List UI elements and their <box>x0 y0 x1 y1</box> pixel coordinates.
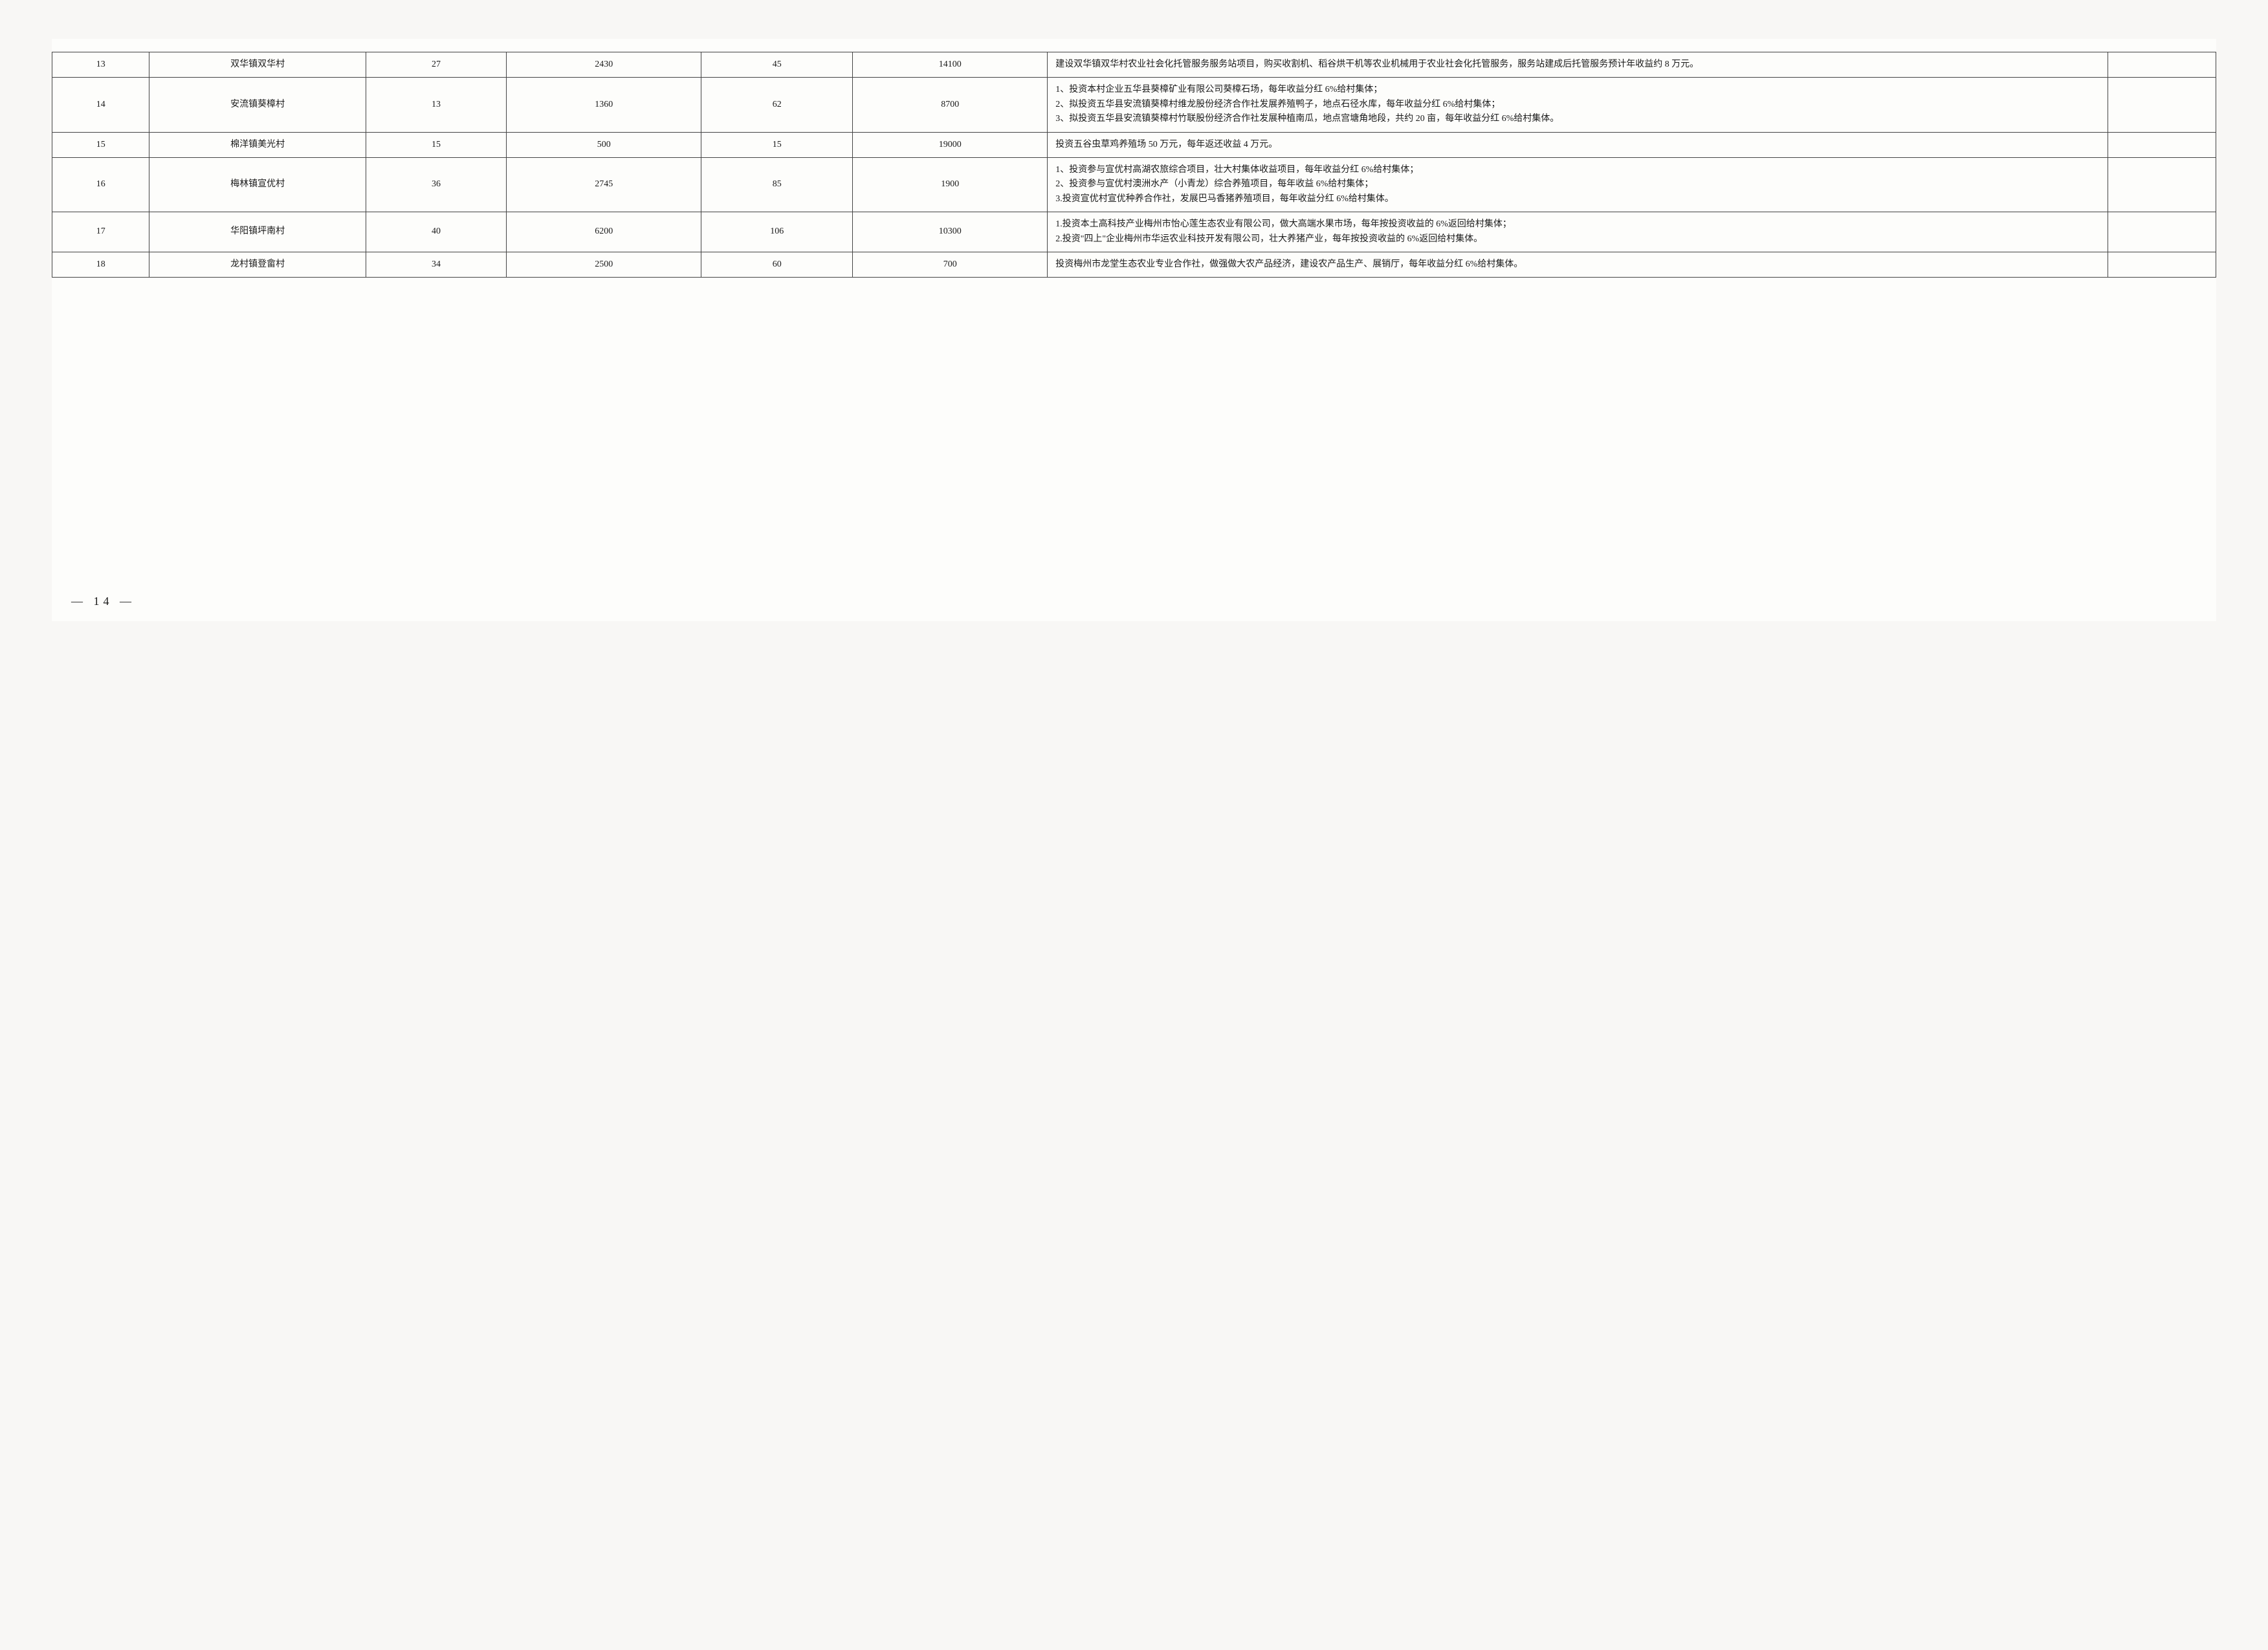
table-body: 13双华镇双华村2724304514100建设双华镇双华村农业社会化托管服务服务… <box>52 52 2216 278</box>
cell-c4: 1900 <box>853 157 1048 212</box>
cell-desc: 建设双华镇双华村农业社会化托管服务服务站项目，购买收割机、稻谷烘干机等农业机械用… <box>1048 52 2108 78</box>
cell-name: 龙村镇登畲村 <box>149 252 366 277</box>
cell-c1: 13 <box>366 78 506 132</box>
page-number: — 14 — <box>71 595 135 608</box>
cell-last <box>2108 78 2216 132</box>
cell-idx: 18 <box>52 252 149 277</box>
cell-name: 华阳镇坪南村 <box>149 212 366 252</box>
cell-c1: 36 <box>366 157 506 212</box>
cell-idx: 15 <box>52 132 149 157</box>
cell-c3: 106 <box>701 212 853 252</box>
cell-c1: 27 <box>366 52 506 78</box>
cell-c4: 19000 <box>853 132 1048 157</box>
table-row: 15棉洋镇美光村155001519000投资五谷虫草鸡养殖场 50 万元，每年返… <box>52 132 2216 157</box>
cell-c3: 45 <box>701 52 853 78</box>
cell-desc: 投资梅州市龙堂生态农业专业合作社，做强做大农产品经济，建设农产品生产、展销厅，每… <box>1048 252 2108 277</box>
cell-last <box>2108 52 2216 78</box>
cell-c2: 500 <box>507 132 701 157</box>
cell-idx: 14 <box>52 78 149 132</box>
cell-name: 棉洋镇美光村 <box>149 132 366 157</box>
cell-c1: 34 <box>366 252 506 277</box>
table-row: 13双华镇双华村2724304514100建设双华镇双华村农业社会化托管服务服务… <box>52 52 2216 78</box>
cell-c2: 2745 <box>507 157 701 212</box>
cell-c3: 15 <box>701 132 853 157</box>
cell-c4: 10300 <box>853 212 1048 252</box>
cell-c2: 2430 <box>507 52 701 78</box>
cell-desc: 投资五谷虫草鸡养殖场 50 万元，每年返还收益 4 万元。 <box>1048 132 2108 157</box>
cell-c3: 85 <box>701 157 853 212</box>
cell-name: 安流镇葵樟村 <box>149 78 366 132</box>
cell-last <box>2108 252 2216 277</box>
cell-idx: 13 <box>52 52 149 78</box>
cell-idx: 16 <box>52 157 149 212</box>
cell-c4: 14100 <box>853 52 1048 78</box>
table-row: 17华阳镇坪南村406200106103001.投资本土高科技产业梅州市怡心莲生… <box>52 212 2216 252</box>
cell-desc: 1、投资本村企业五华县葵樟矿业有限公司葵樟石场，每年收益分红 6%给村集体； 2… <box>1048 78 2108 132</box>
table-row: 14安流镇葵樟村1313606287001、投资本村企业五华县葵樟矿业有限公司葵… <box>52 78 2216 132</box>
cell-last <box>2108 132 2216 157</box>
cell-c2: 1360 <box>507 78 701 132</box>
cell-c1: 40 <box>366 212 506 252</box>
cell-desc: 1.投资本土高科技产业梅州市怡心莲生态农业有限公司，做大高端水果市场，每年按投资… <box>1048 212 2108 252</box>
cell-c2: 6200 <box>507 212 701 252</box>
cell-c3: 62 <box>701 78 853 132</box>
table-row: 16梅林镇宣优村3627458519001、投资参与宣优村高湖农旅综合项目，壮大… <box>52 157 2216 212</box>
cell-c1: 15 <box>366 132 506 157</box>
cell-c4: 700 <box>853 252 1048 277</box>
cell-desc: 1、投资参与宣优村高湖农旅综合项目，壮大村集体收益项目，每年收益分红 6%给村集… <box>1048 157 2108 212</box>
cell-last <box>2108 157 2216 212</box>
cell-c3: 60 <box>701 252 853 277</box>
cell-idx: 17 <box>52 212 149 252</box>
table-row: 18龙村镇登畲村34250060700投资梅州市龙堂生态农业专业合作社，做强做大… <box>52 252 2216 277</box>
cell-c2: 2500 <box>507 252 701 277</box>
cell-name: 双华镇双华村 <box>149 52 366 78</box>
cell-last <box>2108 212 2216 252</box>
document-page: 13双华镇双华村2724304514100建设双华镇双华村农业社会化托管服务服务… <box>52 39 2216 621</box>
cell-name: 梅林镇宣优村 <box>149 157 366 212</box>
data-table: 13双华镇双华村2724304514100建设双华镇双华村农业社会化托管服务服务… <box>52 52 2216 278</box>
cell-c4: 8700 <box>853 78 1048 132</box>
